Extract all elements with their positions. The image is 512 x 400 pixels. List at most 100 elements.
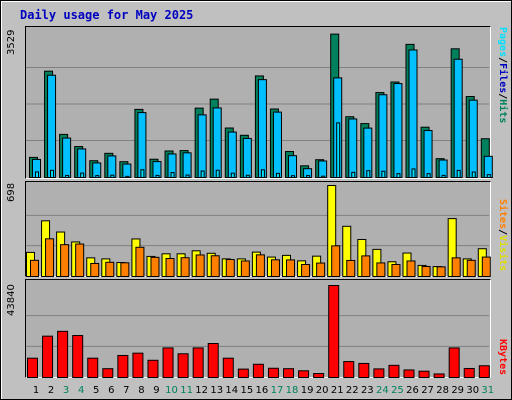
files-bar [393,83,403,178]
kbytes-bar [463,367,475,379]
legend-sites: Sites [497,199,508,230]
kbytes-panel [25,279,491,378]
legend-hits: Hits [497,99,508,124]
kbytes-bar [117,354,129,379]
files-bar [212,107,222,178]
sites-bar [406,260,416,278]
x-tick-label: 31 [481,385,494,396]
pages-bar [321,175,326,179]
sites-bar [75,243,85,277]
files-bar [107,155,117,179]
legend-kbytes: KBytes [497,339,508,376]
files-bar [468,99,478,178]
kbytes-bar [433,373,445,379]
sites-bar [90,262,100,277]
legend-pages: Pages [497,27,508,58]
files-bar [288,155,298,178]
pages-bar [306,175,311,178]
x-tick-label: 26 [406,385,419,396]
kbytes-bar [222,357,234,378]
sites-bar [180,257,190,277]
x-tick-label: 1 [33,385,39,396]
visits-legend: Sites/Visits [495,199,509,271]
pages-bar [185,174,190,179]
kbytes-bar [102,368,114,378]
kbytes-bar [403,369,415,378]
pages-bar [170,172,175,179]
legend-files: Files [497,63,508,94]
pages-bar [65,174,70,179]
x-tick-label: 3 [63,385,69,396]
kbytes-bar [328,285,340,378]
pages-bar [155,174,160,179]
x-tick-label: 24 [376,385,389,396]
files-bar [257,79,267,178]
pages-bar [486,174,491,179]
x-tick-label: 11 [180,385,193,396]
x-tick-label: 9 [153,385,159,396]
sites-bar [481,256,491,277]
sites-bar [255,254,265,278]
files-bar [272,111,282,178]
x-tick-label: 30 [466,385,479,396]
sites-bar [316,262,326,277]
files-bar [423,130,433,178]
kbytes-bar [298,370,310,378]
pages-bar [260,169,265,178]
kbytes-bar [192,347,204,378]
pages-bar [140,169,145,179]
x-tick-label: 14 [225,385,238,396]
pages-bar [245,174,250,179]
pages-bar [381,170,386,178]
sites-bar [60,244,70,278]
pages-bar [351,171,356,179]
pages-bar [230,172,235,178]
files-bar [378,94,388,178]
sites-bar [225,259,235,277]
pages-bar [50,169,55,178]
pages-bar [35,171,39,178]
sites-bar [361,255,371,278]
pages-bar [275,172,280,179]
x-tick-label: 23 [361,385,374,396]
x-tick-label: 25 [391,385,404,396]
sites-bar [376,262,386,277]
x-tick-label: 12 [195,385,208,396]
pages-bar [456,169,461,179]
sites-bar [45,238,55,277]
sites-bar [30,259,39,277]
pages-bar [291,175,296,178]
sites-bar [331,245,341,277]
sites-bar [466,259,476,277]
pages-bar [471,171,476,178]
x-tick-label: 10 [165,385,178,396]
legend-sep-2: / [497,93,508,100]
files-bar [62,137,72,178]
kbytes-bar [207,343,219,379]
kbytes-bar [27,357,38,378]
x-tick-label: 19 [301,385,314,396]
kbytes-bar [478,365,490,378]
x-tick-label: 29 [451,385,464,396]
files-bar [227,131,237,178]
sites-bar [195,254,205,278]
hits-legend: Pages/Files/Hits [495,27,509,123]
x-tick-label: 18 [286,385,299,396]
sites-bar [120,262,130,277]
x-tick-label: 4 [78,385,84,396]
files-bar [197,114,207,178]
kbytes-bar [313,373,325,379]
x-tick-label: 5 [93,385,99,396]
sites-bar [391,264,401,278]
kbytes-bar [388,364,400,378]
files-bar [348,118,358,178]
pages-bar [215,169,220,178]
pages-bar [125,175,130,179]
x-tick-label: 22 [346,385,359,396]
pages-bar [411,168,416,178]
files-bar [363,127,373,179]
kbytes-bar [57,330,69,379]
pages-bar [110,174,115,179]
pages-bar [200,170,205,179]
